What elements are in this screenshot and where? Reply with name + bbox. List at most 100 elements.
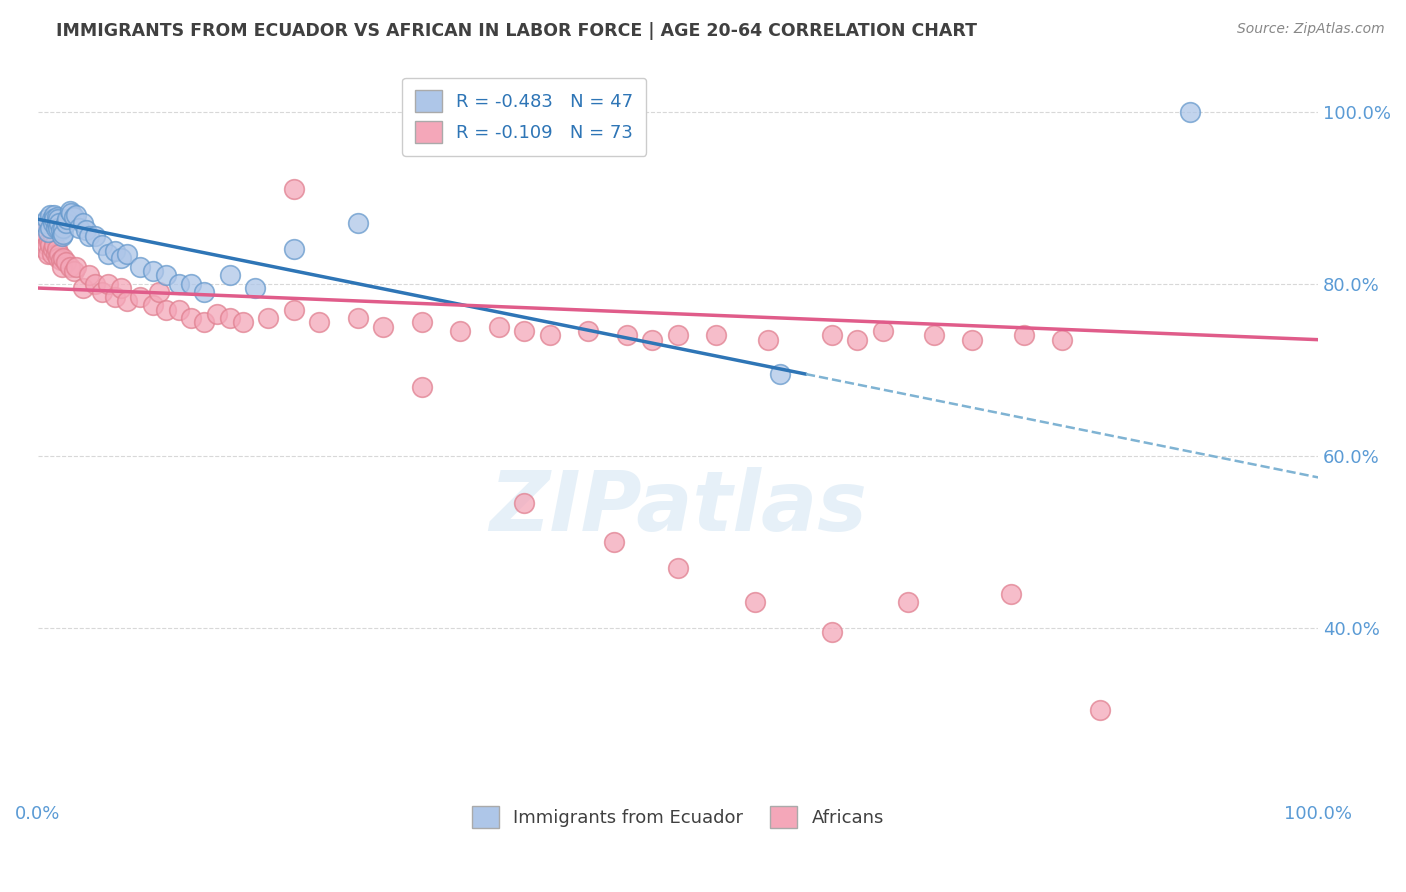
Point <box>411 316 433 330</box>
Point <box>346 217 368 231</box>
Point <box>84 277 107 291</box>
Point <box>488 319 510 334</box>
Point <box>46 212 69 227</box>
Point <box>897 595 920 609</box>
Point <box>55 217 77 231</box>
Point <box>45 246 67 260</box>
Point <box>110 251 132 265</box>
Point <box>117 293 139 308</box>
Point <box>232 316 254 330</box>
Point <box>37 246 59 260</box>
Point <box>52 251 75 265</box>
Point <box>49 223 72 237</box>
Point <box>75 223 97 237</box>
Point <box>45 220 67 235</box>
Point <box>666 561 689 575</box>
Point <box>576 324 599 338</box>
Point <box>62 210 84 224</box>
Point <box>1012 328 1035 343</box>
Point <box>38 234 60 248</box>
Point <box>52 227 75 241</box>
Text: IMMIGRANTS FROM ECUADOR VS AFRICAN IN LABOR FORCE | AGE 20-64 CORRELATION CHART: IMMIGRANTS FROM ECUADOR VS AFRICAN IN LA… <box>56 22 977 40</box>
Point <box>1000 586 1022 600</box>
Point <box>46 220 69 235</box>
Point <box>449 324 471 338</box>
Point <box>922 328 945 343</box>
Point <box>346 311 368 326</box>
Point <box>603 535 626 549</box>
Point <box>744 595 766 609</box>
Point <box>167 302 190 317</box>
Point <box>513 496 536 510</box>
Point <box>155 302 177 317</box>
Point <box>44 208 66 222</box>
Point <box>103 290 125 304</box>
Point <box>283 182 305 196</box>
Point <box>283 302 305 317</box>
Point <box>846 333 869 347</box>
Point <box>39 238 62 252</box>
Point <box>35 238 58 252</box>
Point <box>538 328 561 343</box>
Point <box>59 206 82 220</box>
Point <box>44 212 66 227</box>
Point <box>51 229 73 244</box>
Point <box>59 203 82 218</box>
Text: ZIPatlas: ZIPatlas <box>489 467 868 548</box>
Point <box>65 260 87 274</box>
Point <box>180 311 202 326</box>
Point <box>756 333 779 347</box>
Point <box>193 285 215 300</box>
Point <box>962 333 984 347</box>
Point <box>31 229 53 244</box>
Point <box>72 281 94 295</box>
Point <box>45 242 67 256</box>
Point <box>148 285 170 300</box>
Point <box>513 324 536 338</box>
Point <box>245 281 267 295</box>
Point <box>666 328 689 343</box>
Point <box>373 319 395 334</box>
Point <box>167 277 190 291</box>
Point <box>39 220 62 235</box>
Point <box>48 217 70 231</box>
Point <box>1050 333 1073 347</box>
Point <box>44 238 66 252</box>
Point <box>97 246 120 260</box>
Point <box>42 229 65 244</box>
Point <box>32 217 55 231</box>
Point <box>308 316 330 330</box>
Point <box>84 229 107 244</box>
Point <box>117 246 139 260</box>
Point <box>65 208 87 222</box>
Point <box>90 285 112 300</box>
Point <box>616 328 638 343</box>
Point <box>97 277 120 291</box>
Point <box>77 268 100 282</box>
Point <box>32 225 55 239</box>
Point <box>820 328 842 343</box>
Point <box>103 244 125 258</box>
Point <box>39 208 62 222</box>
Point <box>1178 104 1201 119</box>
Point <box>180 277 202 291</box>
Point <box>142 298 165 312</box>
Point <box>129 290 152 304</box>
Point <box>218 268 240 282</box>
Point <box>48 246 70 260</box>
Point <box>62 264 84 278</box>
Point <box>820 625 842 640</box>
Point <box>52 220 75 235</box>
Text: Source: ZipAtlas.com: Source: ZipAtlas.com <box>1237 22 1385 37</box>
Point <box>67 220 90 235</box>
Point <box>155 268 177 282</box>
Point <box>42 217 65 231</box>
Point <box>205 307 228 321</box>
Point <box>411 380 433 394</box>
Point <box>35 212 58 227</box>
Point <box>218 311 240 326</box>
Point <box>45 217 67 231</box>
Point <box>193 316 215 330</box>
Point <box>56 212 79 227</box>
Point <box>46 251 69 265</box>
